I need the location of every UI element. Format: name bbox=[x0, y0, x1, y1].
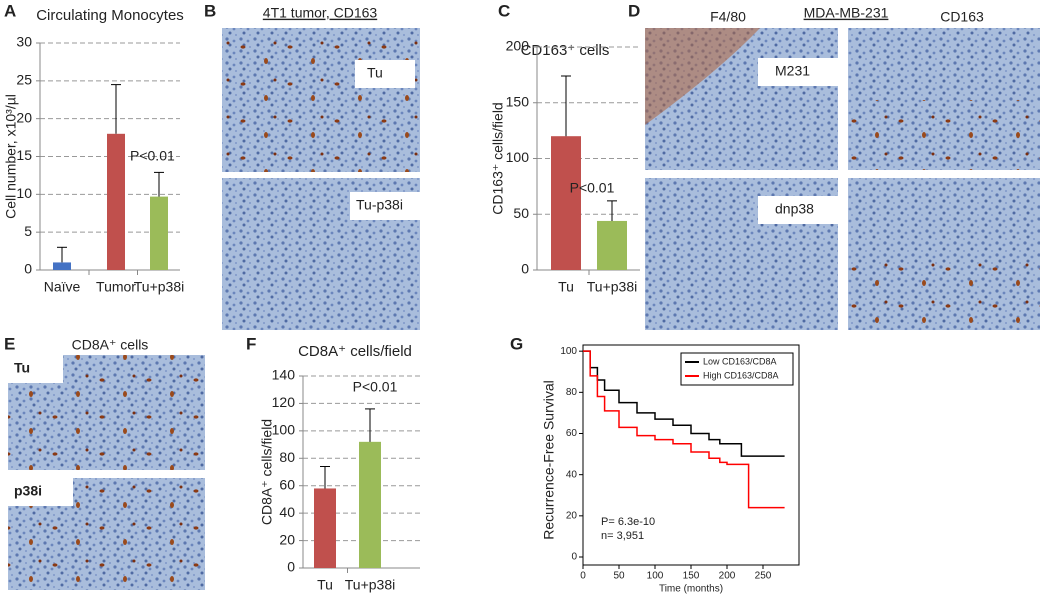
y-tick-label: 0 bbox=[24, 261, 32, 277]
label-box bbox=[758, 58, 838, 86]
image-label: Tu-p38i bbox=[356, 197, 403, 213]
panel-label: G bbox=[510, 334, 523, 353]
panel-label: D bbox=[628, 1, 640, 20]
image-stain bbox=[848, 100, 1040, 170]
header: MDA-MB-231 bbox=[804, 5, 889, 21]
panel-label: E bbox=[4, 334, 15, 353]
bar bbox=[597, 220, 627, 270]
bar bbox=[53, 262, 71, 270]
image-label: p38i bbox=[14, 483, 42, 499]
x-tick-label: Tu bbox=[558, 279, 574, 295]
x-axis-label: Time (months) bbox=[659, 584, 723, 595]
x-tick-label: 100 bbox=[647, 571, 664, 582]
y-tick-label: 10 bbox=[16, 185, 32, 201]
header: F4/80 bbox=[710, 9, 746, 25]
bar bbox=[314, 488, 336, 568]
y-tick-label: 60 bbox=[279, 476, 295, 492]
x-tick-label: 150 bbox=[683, 571, 700, 582]
y-tick-label: 200 bbox=[506, 38, 530, 54]
x-tick-label: Tu bbox=[317, 577, 333, 593]
image-stain bbox=[848, 260, 1040, 330]
panel-label: A bbox=[4, 1, 16, 20]
annotation: P= 6.3e-10 bbox=[601, 516, 655, 528]
annotation: n= 3,951 bbox=[601, 530, 644, 542]
y-tick-label: 50 bbox=[513, 205, 529, 221]
header: CD163 bbox=[940, 9, 984, 25]
header: 4T1 tumor, CD163 bbox=[263, 5, 378, 21]
bar bbox=[107, 133, 125, 270]
x-tick-label: 250 bbox=[755, 571, 772, 582]
y-tick-label: 5 bbox=[24, 223, 32, 239]
y-axis-label: CD8A⁺ cells/field bbox=[259, 419, 275, 525]
y-tick-label: 0 bbox=[287, 559, 295, 575]
image-stain bbox=[222, 28, 420, 172]
header: CD8A⁺ cells bbox=[72, 337, 149, 353]
panel-label: B bbox=[204, 1, 216, 20]
bar bbox=[359, 441, 381, 568]
chart-title: Circulating Monocytes bbox=[36, 7, 184, 24]
label-box bbox=[350, 192, 420, 220]
chart-title: CD163⁺ cells bbox=[521, 42, 610, 59]
annotation: P<0.01 bbox=[353, 379, 398, 395]
survival-curve bbox=[583, 350, 785, 509]
bar bbox=[551, 136, 581, 270]
labels: A B C D E F G 4T1 tumor, CD163 F4/80 MDA… bbox=[4, 1, 984, 498]
image-label: Tu bbox=[367, 65, 383, 81]
annotation: P<0.01 bbox=[130, 148, 175, 164]
y-tick-label: 150 bbox=[506, 93, 530, 109]
legend-label: High CD163/CD8A bbox=[703, 370, 779, 380]
annotation: P<0.01 bbox=[570, 180, 615, 196]
y-tick-label: 80 bbox=[566, 387, 578, 398]
y-tick-label: 0 bbox=[521, 261, 529, 277]
x-tick-label: Tu+p38i bbox=[134, 279, 184, 295]
x-tick-label: 50 bbox=[613, 571, 625, 582]
legend-label: Low CD163/CD8A bbox=[703, 356, 777, 366]
y-tick-label: 120 bbox=[272, 394, 296, 410]
panel-label: C bbox=[498, 1, 510, 20]
y-tick-label: 25 bbox=[16, 72, 32, 88]
y-tick-label: 30 bbox=[16, 34, 32, 50]
legend-box bbox=[680, 352, 794, 386]
y-tick-label: 140 bbox=[272, 367, 296, 383]
y-tick-label: 100 bbox=[506, 149, 530, 165]
y-tick-label: 15 bbox=[16, 147, 32, 163]
y-tick-label: 60 bbox=[566, 428, 578, 439]
y-tick-label: 20 bbox=[566, 510, 578, 521]
panel-label: F bbox=[246, 334, 256, 353]
y-tick-label: 40 bbox=[279, 504, 295, 520]
x-tick-label: Naïve bbox=[44, 279, 81, 295]
x-tick-label: Tumor bbox=[96, 279, 136, 295]
label-box bbox=[355, 60, 415, 88]
bar bbox=[150, 196, 168, 270]
y-tick-label: 0 bbox=[571, 552, 577, 563]
y-axis-label: CD163⁺ cells/field bbox=[490, 102, 506, 214]
micrographs bbox=[8, 28, 1040, 590]
y-tick-label: 100 bbox=[272, 422, 296, 438]
image-label: dnp38 bbox=[775, 201, 814, 217]
chart-title: CD8A⁺ cells/field bbox=[298, 343, 412, 360]
y-tick-label: 20 bbox=[16, 109, 32, 125]
image-label: M231 bbox=[775, 63, 810, 79]
y-axis-label: Cell number, x10³/µl bbox=[3, 94, 19, 219]
x-tick-label: Tu+p38i bbox=[587, 279, 637, 295]
x-tick-label: Tu+p38i bbox=[345, 577, 395, 593]
y-tick-label: 100 bbox=[560, 346, 577, 357]
label-box bbox=[758, 196, 838, 224]
label-box bbox=[8, 355, 63, 383]
image-label: Tu bbox=[14, 360, 30, 376]
y-tick-label: 40 bbox=[566, 469, 578, 480]
image-stain bbox=[645, 28, 760, 125]
x-tick-label: 200 bbox=[719, 571, 736, 582]
y-tick-label: 80 bbox=[279, 449, 295, 465]
x-tick-label: 0 bbox=[580, 571, 586, 582]
y-tick-label: 20 bbox=[279, 531, 295, 547]
label-box bbox=[8, 478, 73, 506]
y-axis-label: Recurrence-Free Survival bbox=[541, 380, 557, 540]
